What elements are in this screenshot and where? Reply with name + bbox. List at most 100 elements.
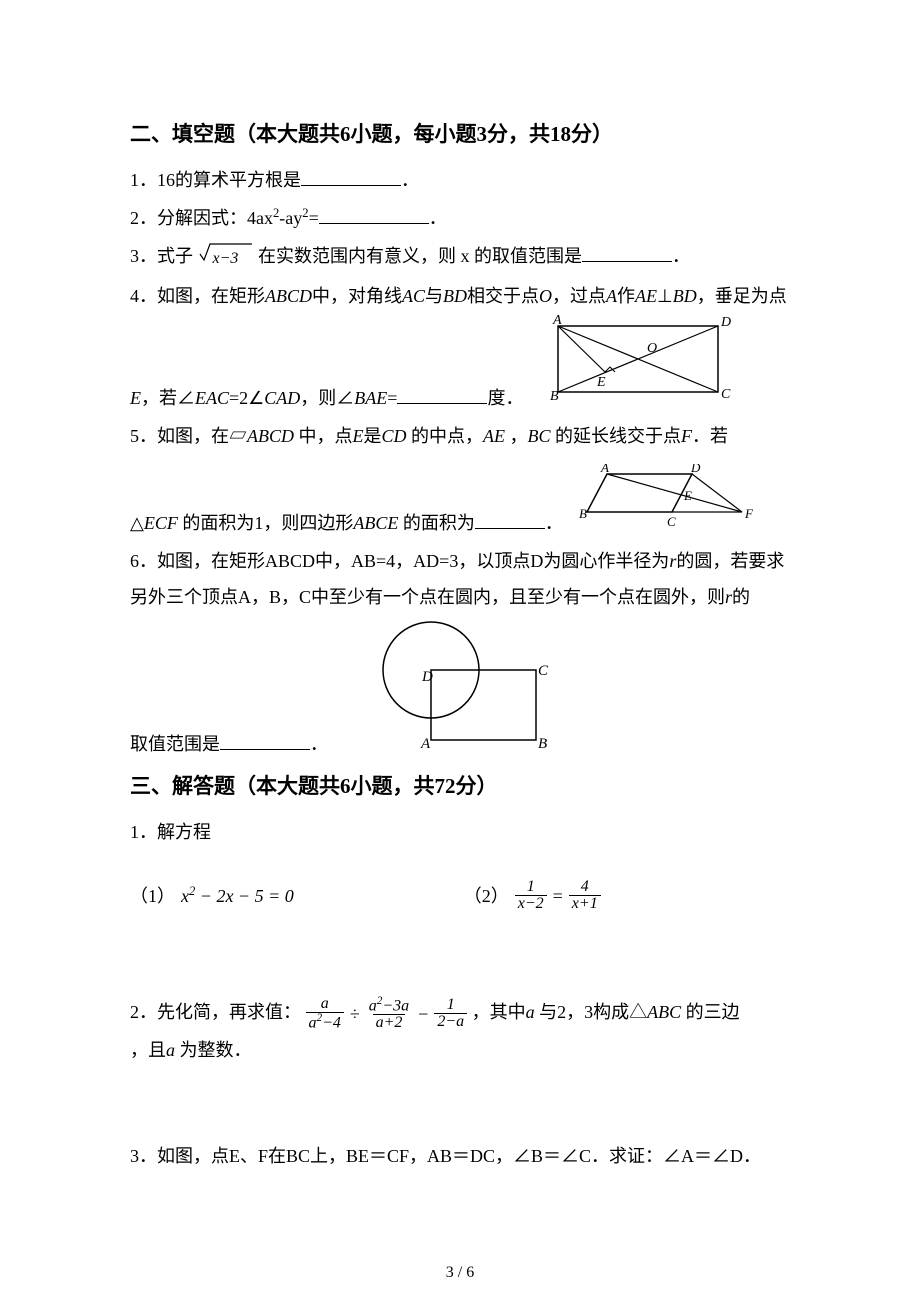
q4-o: O	[539, 286, 552, 306]
q2-1-blank	[301, 185, 401, 186]
q3-1-text: 解方程	[157, 822, 211, 842]
minus-op: −	[416, 996, 430, 1032]
f2nb: −3a	[382, 997, 409, 1014]
q4-figure: A D C B O E	[543, 314, 733, 416]
q4-cad: CAD	[264, 388, 300, 408]
q3-2-ta: 先化简，再求值：	[157, 1002, 301, 1022]
q5-l2a: 的面积为1，则四边形	[178, 513, 354, 533]
q4-l2d: ，则∠	[300, 388, 354, 408]
f1db: −4	[322, 1014, 341, 1031]
q3-3-text: 如图，点E、F在BC上，BE＝CF，AB＝DC，∠B＝∠C．求证：∠A＝∠D．	[157, 1146, 761, 1166]
q2-3-num: 3．	[130, 246, 157, 266]
frac-1: 1x−2	[515, 879, 547, 912]
q4-l1g: ，垂足为点	[697, 286, 787, 306]
svg-text:B: B	[550, 389, 559, 404]
q5-abcd: ABCD	[247, 426, 294, 446]
q5-l1d: 的中点，	[407, 426, 484, 446]
svg-text:D: D	[720, 315, 731, 330]
q3-2-num: 2．	[130, 1002, 157, 1022]
q5-ecf: ECF	[144, 513, 178, 533]
q5-l1f: ．若	[692, 426, 728, 446]
div-op: ÷	[348, 996, 362, 1032]
svg-text:D: D	[421, 669, 433, 685]
q2-2: 2．分解因式：4ax2-ay2=．	[130, 200, 790, 236]
q4-l1a: 如图，在矩形	[157, 286, 265, 306]
q2-3-blank	[582, 261, 672, 262]
f2na: a	[369, 997, 377, 1014]
q4-bae: BAE	[354, 388, 387, 408]
sub1-label: （1）	[130, 878, 175, 914]
q5-line2: △ECF 的面积为1，则四边形ABCE 的面积为 ．	[130, 505, 563, 541]
svg-text:E: E	[596, 375, 606, 390]
q5-figure: A D B C E F	[577, 464, 757, 541]
q3-3: 3．如图，点E、F在BC上，BE＝CF，AB＝DC，∠B＝∠C．求证：∠A＝∠D…	[130, 1138, 790, 1174]
f1d: x−2	[515, 895, 547, 912]
q2-4-num: 4．	[130, 286, 157, 306]
q4-l1d: 相交于点	[467, 286, 539, 306]
q4-l2c: =2∠	[229, 388, 264, 408]
q5-f: F	[681, 426, 692, 446]
svg-text:F: F	[744, 506, 754, 521]
q4-l2e: =	[387, 388, 397, 408]
q6-line3: 取值范围是．	[130, 726, 328, 762]
q2-2-num: 2．	[130, 208, 157, 228]
q32-f3d: 2−a	[434, 1013, 467, 1030]
svg-text:A: A	[600, 464, 609, 475]
f1da: a	[309, 1014, 317, 1031]
svg-text:C: C	[538, 663, 549, 679]
page-number: 3 / 6	[0, 1264, 920, 1282]
f1n: 1	[524, 879, 538, 895]
q5-tri: △	[130, 513, 144, 533]
svg-text:A: A	[420, 736, 431, 750]
q5-l1b: 中，点	[294, 426, 353, 446]
q4-bd: BD	[443, 286, 467, 306]
q2-1-text: 16的算术平方根是	[157, 170, 301, 190]
q2-4: 4．如图，在矩形ABCD中，对角线AC与BD相交于点O，过点A作AE⊥BD，垂足…	[130, 278, 790, 416]
q5-abce: ABCE	[353, 513, 398, 533]
f2n: 4	[578, 879, 592, 895]
section2-title: 二、填空题（本大题共6小题，每小题3分，共18分）	[130, 118, 790, 148]
section3-title: 三、解答题（本大题共6小题，共72分）	[130, 770, 790, 800]
q4-abcd: ABCD	[265, 286, 312, 306]
q4-l2f: 度．	[487, 388, 523, 408]
q3-1: 1．解方程 （1） x2 − 2x − 5 = 0 （2） 1x−2 = 4x+…	[130, 814, 790, 914]
q4-ac: AC	[402, 286, 425, 306]
q6-l1: 如图，在矩形ABCD中，AB=4，AD=3，以顶点D为圆心作半径为	[157, 551, 669, 571]
svg-text:A: A	[552, 314, 562, 328]
q4-perp: ⊥	[657, 286, 673, 306]
q2-1-num: 1．	[130, 170, 157, 190]
q2-3-text-b: 在实数范围内有意义，则 x 的取值范围是	[258, 246, 582, 266]
q5-l2b: 的面积为	[398, 513, 475, 533]
q4-eac: EAC	[195, 388, 229, 408]
q4-ae: AE	[635, 286, 657, 306]
q5-tail: ．	[545, 513, 563, 533]
svg-text:C: C	[721, 387, 731, 402]
q2-2-blank	[319, 223, 429, 224]
q4-l2b: ，若∠	[141, 388, 195, 408]
q3-2-l2b: 为整数．	[175, 1040, 252, 1060]
q5-bc: BC	[528, 426, 551, 446]
q5-e: E	[353, 426, 364, 446]
q2-3-tail: ．	[672, 246, 690, 266]
q6-num: 6．	[130, 551, 157, 571]
q32-f1n: a	[318, 996, 332, 1012]
q4-bd2: BD	[673, 286, 697, 306]
q6-l2b: 的	[732, 587, 750, 607]
q3-2-l2a: ，且	[130, 1040, 166, 1060]
q4-a: A	[606, 286, 617, 306]
q4-l1b: 中，对角线	[312, 286, 402, 306]
q2-3-text-a: 式子	[157, 246, 193, 266]
q6-l1b: 的圆，若要求	[676, 551, 784, 571]
q2-2-text-b: -ay	[279, 208, 302, 228]
svg-text:B: B	[538, 736, 547, 750]
q32-f2: a2−3a a+2	[366, 996, 412, 1031]
q5-psym: ▱	[229, 426, 247, 446]
q32-f2n: a2−3a	[366, 996, 412, 1014]
sqrt-inner: x−3	[213, 243, 239, 275]
f2d: x+1	[569, 895, 601, 912]
sqrt-expr: x−3	[198, 240, 254, 276]
q3-2-a: a	[526, 1002, 535, 1022]
q4-blank	[397, 403, 487, 404]
q3-2-a2: a	[166, 1040, 175, 1060]
q32-f1: a a2−4	[306, 996, 344, 1031]
